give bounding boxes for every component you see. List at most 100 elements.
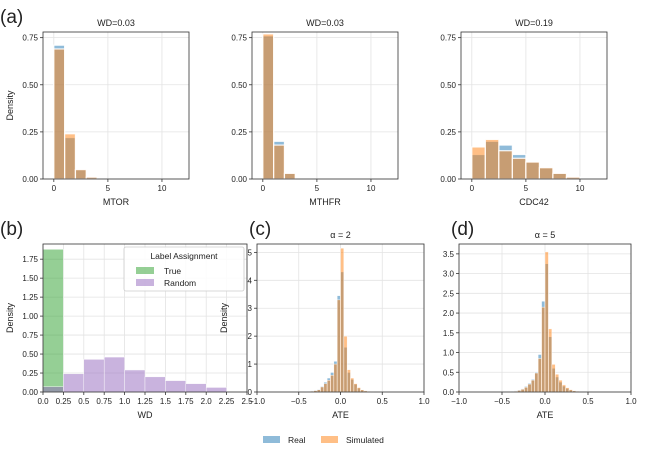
y-tick-label: 0.75 <box>22 34 38 43</box>
x-axis-label: ATE <box>332 410 349 420</box>
x-tick-label: 0 <box>470 184 475 193</box>
true-bar <box>42 249 64 393</box>
x-axis-label: WD <box>138 410 153 420</box>
axes-frame <box>251 31 399 180</box>
panel-d: −1.0 −0.5 0.0 0.5 1.0 0.0 0.5 1.0 1.5 2.0 2.5 3.0 3.… <box>443 219 637 420</box>
x-tick-label: 0.0 <box>539 397 551 406</box>
legend-swatch-true <box>136 267 154 274</box>
x-tick-label: 0.5 <box>377 397 389 406</box>
legend-label-true: True <box>164 266 181 276</box>
y-tick-label: 3.5 <box>443 250 455 259</box>
x-axis-label: MTOR <box>103 197 130 207</box>
simulated-bar <box>53 48 66 180</box>
simulated-bar <box>64 133 77 180</box>
simulated-bar <box>323 383 328 393</box>
x-tick-label: 5 <box>524 184 529 193</box>
y-tick-label: 0.50 <box>22 350 38 359</box>
y-tick-label: 0.00 <box>231 175 247 184</box>
legend-swatch-random <box>136 279 154 286</box>
y-tick-label: 0.25 <box>22 369 38 378</box>
x-tick-label: 0 <box>52 184 57 193</box>
x-tick-label: 1.0 <box>625 397 637 406</box>
simulated-bar <box>552 172 568 180</box>
x-tick-label: −1.0 <box>451 397 467 406</box>
simulated-bar <box>484 138 500 180</box>
y-tick-label: 3.0 <box>443 270 455 279</box>
simulated-bar <box>333 363 338 393</box>
x-tick-label: 10 <box>158 184 167 193</box>
y-tick-label: 5 <box>248 248 253 257</box>
y-tick-label: 1.25 <box>22 293 38 302</box>
y-tick-label: 0.50 <box>440 81 456 90</box>
x-tick-label: 1.0 <box>119 397 131 406</box>
x-tick-label: 10 <box>576 184 585 193</box>
simulated-bar <box>548 328 553 393</box>
y-tick-label: 1.5 <box>443 329 455 338</box>
x-axis-label: MTHFR <box>309 197 341 207</box>
simulated-bar <box>537 358 542 393</box>
simulated-bar <box>330 374 335 393</box>
simulated-bar <box>262 33 275 180</box>
simulated-bar <box>350 377 355 393</box>
x-tick-label: 2.0 <box>201 397 213 406</box>
simulated-bar <box>346 369 351 393</box>
simulated-bar <box>471 146 486 180</box>
y-tick-label: 0.0 <box>443 388 455 397</box>
panel-letter: (d) <box>451 219 474 240</box>
y-tick-label: 0.00 <box>440 175 456 184</box>
x-tick-label: −1.0 <box>249 397 265 406</box>
axes-frame <box>460 31 608 180</box>
random-bar <box>185 383 207 393</box>
y-tick-label: 0.25 <box>22 128 38 137</box>
simulated-bar <box>336 299 341 393</box>
random-bar <box>103 356 125 393</box>
panel-title: WD=0.03 <box>97 18 135 28</box>
panel-letter: (c) <box>249 219 271 240</box>
bottom-legend: Real Simulated <box>263 435 384 445</box>
panel-title: α = 2 <box>330 230 350 240</box>
simulated-bar <box>541 306 546 393</box>
y-tick-label: 0.75 <box>440 34 456 43</box>
y-tick-label: 4 <box>248 276 253 285</box>
legend-label-real: Real <box>288 435 306 445</box>
y-tick-label: 1.0 <box>443 349 455 358</box>
y-axis-label: Density <box>5 90 15 121</box>
x-tick-label: 0.0 <box>335 397 347 406</box>
y-tick-label: 2 <box>248 332 253 341</box>
x-tick-label: 1.75 <box>178 397 194 406</box>
y-tick-label: 0.50 <box>231 81 247 90</box>
random-bar <box>63 373 85 393</box>
simulated-bar <box>343 335 348 393</box>
simulated-bar <box>534 372 539 393</box>
legend-label-simulated: Simulated <box>346 435 384 445</box>
simulated-bar <box>74 168 87 180</box>
y-tick-label: 2.5 <box>443 289 455 298</box>
panel-title: WD=0.19 <box>515 18 553 28</box>
y-axis-label: Density <box>5 302 15 333</box>
x-tick-label: 5 <box>106 184 111 193</box>
x-tick-label: 10 <box>367 184 376 193</box>
x-tick-label: 0.0 <box>37 397 49 406</box>
y-tick-label: 0.5 <box>443 368 455 377</box>
y-tick-label: 0.00 <box>22 388 38 397</box>
x-tick-label: −0.5 <box>291 397 307 406</box>
y-tick-label: 0.25 <box>440 128 456 137</box>
random-bar <box>205 387 227 393</box>
x-tick-label: 1.0 <box>418 397 430 406</box>
panel-a1: 0 5 10 0.00 0.25 0.50 0.75 MTOR Density WD=0.03 (a… <box>0 7 190 207</box>
y-tick-label: 0.50 <box>22 81 38 90</box>
simulated-bar <box>524 387 529 393</box>
x-tick-label: 1.5 <box>160 397 172 406</box>
simulated-bar <box>538 167 554 180</box>
panel-a2: 0 5 10 0.00 0.25 0.50 0.75 MTHFR WD=0.03 <box>231 18 399 207</box>
simulated-bar <box>565 387 570 393</box>
simulated-bar <box>511 157 527 180</box>
legend-swatch-simulated <box>321 436 338 443</box>
x-tick-label: 0.75 <box>96 397 112 406</box>
simulated-bar <box>283 172 296 180</box>
x-tick-label: 2.5 <box>241 397 253 406</box>
panel-a3: 0 5 10 0.00 0.25 0.50 0.75 CDC42 WD=0.19 <box>440 18 608 207</box>
x-axis-label: ATE <box>537 410 554 420</box>
simulated-bar <box>530 379 535 393</box>
x-tick-label: 0.5 <box>78 397 90 406</box>
